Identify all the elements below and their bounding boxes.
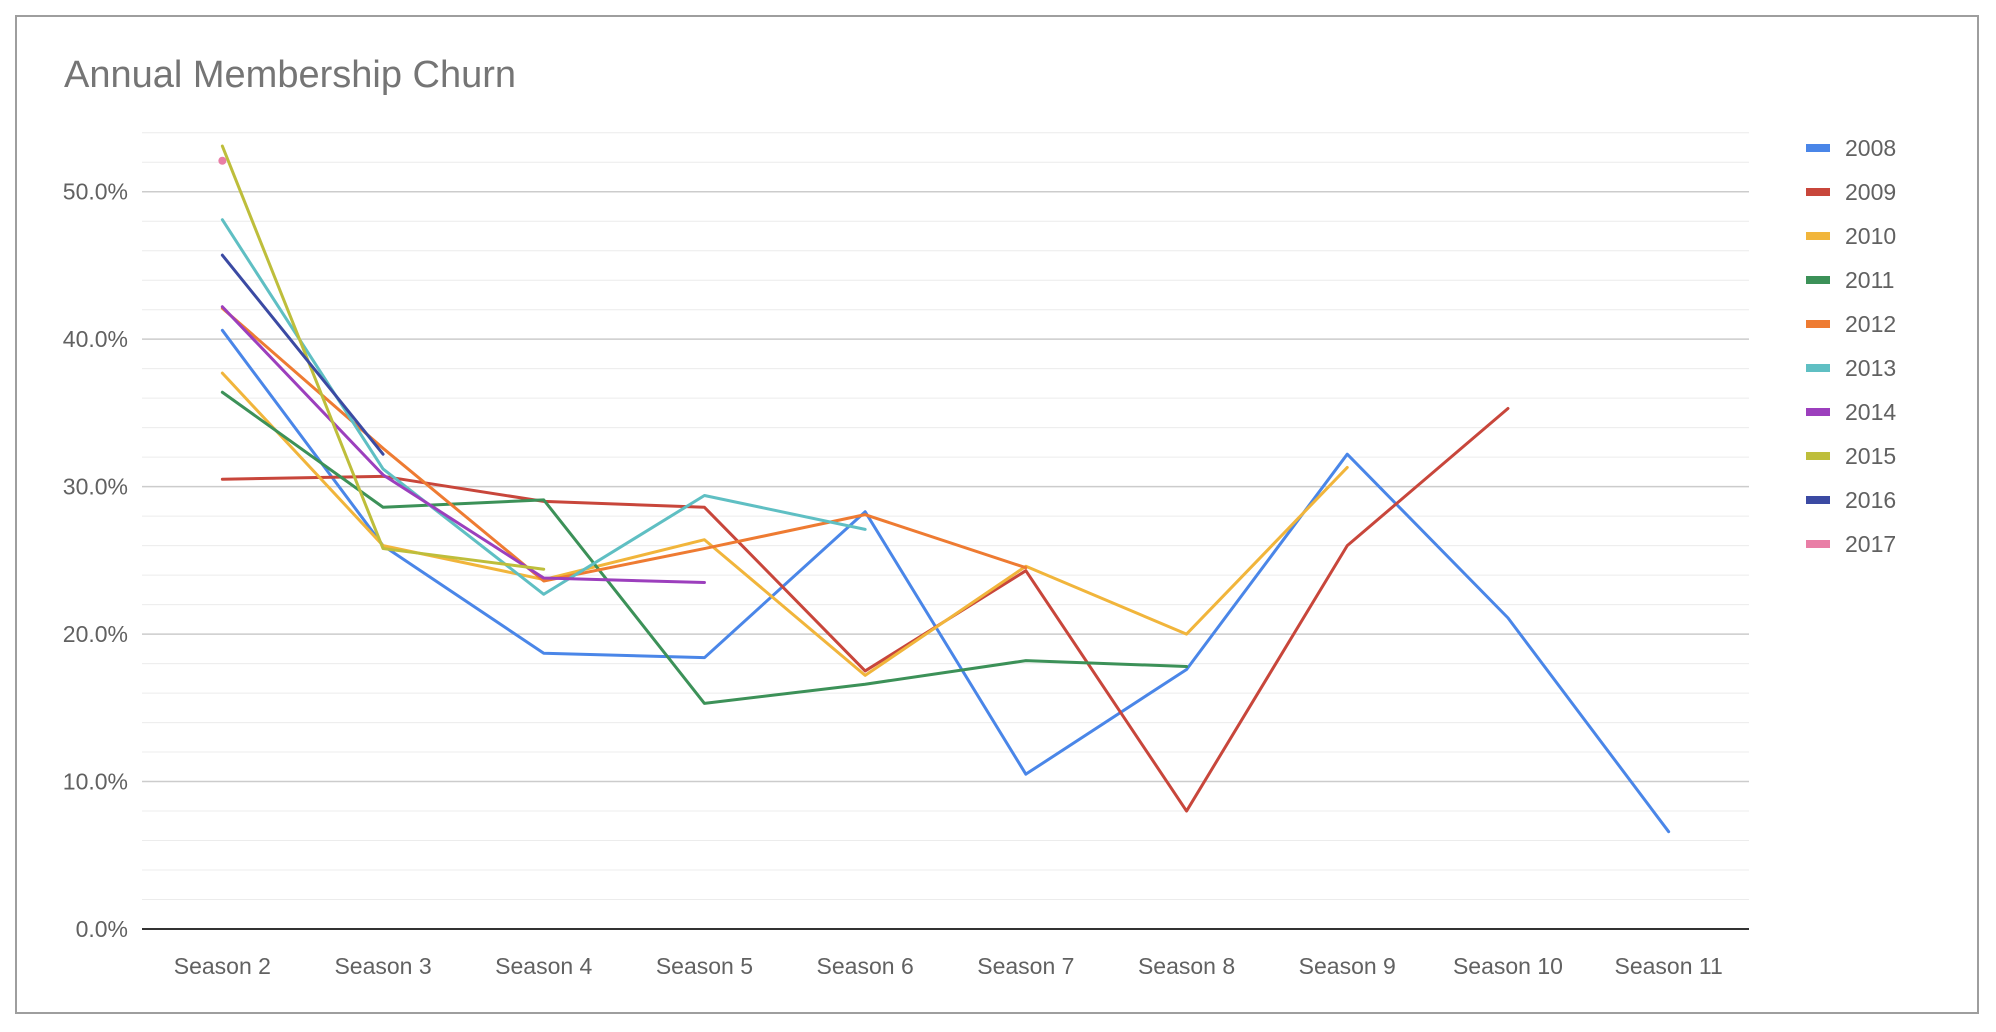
x-tick-label: Season 2 <box>174 953 271 979</box>
legend-label-2012: 2012 <box>1845 311 1896 337</box>
legend-swatch-2014 <box>1806 408 1830 416</box>
y-tick-label: 10.0% <box>63 769 128 795</box>
x-tick-label: Season 4 <box>495 953 592 979</box>
legend: 2008 2009 2010 2011 2012 2013 2014 2015 2016 2017 <box>1806 135 1896 557</box>
x-tick-label: Season 5 <box>656 953 753 979</box>
legend-swatch-2017 <box>1806 540 1830 548</box>
legend-swatch-2012 <box>1806 320 1830 328</box>
x-tick-label: Season 7 <box>977 953 1074 979</box>
legend-swatch-2015 <box>1806 452 1830 460</box>
x-tick-label: Season 9 <box>1299 953 1396 979</box>
axes: 0.0% 10.0% 20.0% 30.0% 40.0% 50.0% Season 2 Sea… <box>63 179 1749 979</box>
legend-swatch-2016 <box>1806 496 1830 504</box>
legend-label-2013: 2013 <box>1845 355 1896 381</box>
legend-swatch-2008 <box>1806 144 1830 152</box>
series-line-2010 <box>220 371 1349 677</box>
y-tick-label: 40.0% <box>63 326 128 352</box>
legend-label-2015: 2015 <box>1845 443 1896 469</box>
y-tick-label: 20.0% <box>63 621 128 647</box>
legend-label-2016: 2016 <box>1845 487 1896 513</box>
legend-swatch-2011 <box>1806 276 1830 284</box>
x-tick-label: Season 8 <box>1138 953 1235 979</box>
legend-swatch-2009 <box>1806 188 1830 196</box>
legend-swatch-2013 <box>1806 364 1830 372</box>
legend-label-2009: 2009 <box>1845 179 1896 205</box>
x-tick-label: Season 10 <box>1453 953 1563 979</box>
legend-label-2017: 2017 <box>1845 531 1896 557</box>
series-line-2015 <box>220 144 546 571</box>
series-line-2014 <box>220 305 706 584</box>
x-tick-label: Season 3 <box>334 953 431 979</box>
y-tick-label: 30.0% <box>63 474 128 500</box>
series-line-2016 <box>220 253 385 456</box>
legend-label-2010: 2010 <box>1845 223 1896 249</box>
series-lines <box>218 144 1671 834</box>
chart-title: Annual Membership Churn <box>64 54 517 96</box>
legend-swatch-2010 <box>1806 232 1830 240</box>
legend-label-2014: 2014 <box>1845 399 1896 425</box>
series-line-2009 <box>220 406 1510 813</box>
series-line-2008 <box>220 328 1671 834</box>
x-tick-label: Season 6 <box>817 953 914 979</box>
y-tick-label: 50.0% <box>63 179 128 205</box>
gridlines <box>142 132 1749 901</box>
legend-label-2008: 2008 <box>1845 135 1896 161</box>
x-tick-label: Season 11 <box>1615 953 1723 979</box>
series-line-2011 <box>220 390 1189 705</box>
y-tick-label: 0.0% <box>76 916 128 942</box>
series-point-2017 <box>218 156 227 165</box>
chart-frame <box>15 15 1979 1014</box>
legend-label-2011: 2011 <box>1845 267 1894 293</box>
